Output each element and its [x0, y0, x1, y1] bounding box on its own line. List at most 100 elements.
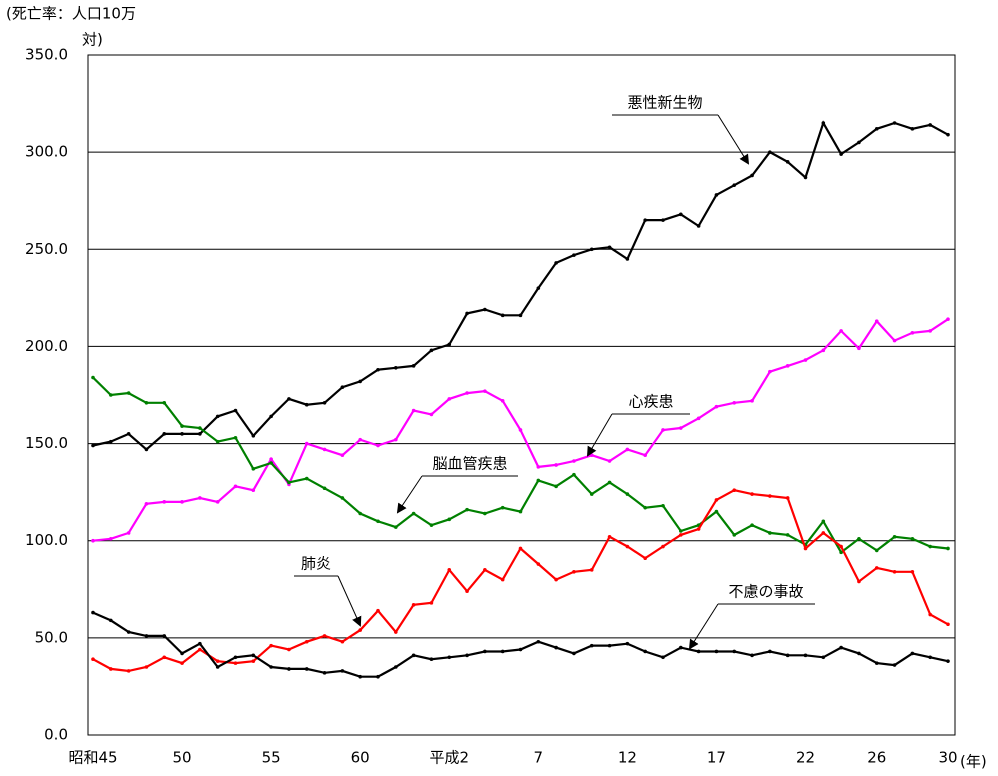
y-tick-label: 350.0 — [25, 46, 68, 64]
x-tick-label: 30 — [938, 749, 957, 767]
data-point — [589, 568, 594, 572]
data-point — [928, 544, 932, 549]
data-point — [394, 437, 398, 442]
y-tick-label: 300.0 — [25, 143, 68, 161]
data-point — [465, 391, 469, 395]
data-point — [536, 562, 541, 566]
data-point — [696, 416, 701, 421]
data-point — [340, 496, 345, 500]
data-point — [679, 645, 683, 650]
data-point — [857, 579, 861, 584]
data-point — [109, 439, 113, 444]
data-point — [287, 647, 291, 652]
data-point — [322, 671, 327, 675]
data-point — [643, 505, 647, 510]
data-point — [518, 647, 523, 652]
data-point — [215, 659, 220, 663]
data-point — [910, 570, 915, 574]
data-point — [144, 634, 149, 638]
data-point — [269, 414, 273, 419]
data-point — [696, 649, 701, 654]
data-point — [394, 525, 398, 529]
data-point — [732, 183, 737, 187]
data-point — [732, 488, 737, 493]
data-point — [251, 659, 256, 663]
x-tick-label: 12 — [618, 749, 637, 767]
data-point — [429, 657, 434, 662]
data-point — [732, 533, 737, 537]
data-point — [696, 527, 701, 531]
data-point — [233, 655, 238, 660]
data-point — [732, 400, 737, 405]
data-point — [910, 536, 915, 541]
data-point — [892, 570, 897, 574]
data-point — [233, 484, 238, 489]
data-point — [679, 529, 683, 533]
annotation-arrow — [688, 603, 719, 650]
data-point — [251, 467, 256, 471]
data-point — [109, 393, 113, 397]
data-point — [215, 500, 220, 504]
data-point — [607, 643, 612, 648]
data-point — [109, 667, 113, 671]
data-point — [572, 253, 576, 257]
data-point — [91, 610, 95, 615]
data-point — [91, 375, 95, 380]
data-point — [304, 667, 309, 671]
data-point — [821, 655, 826, 660]
data-point — [322, 400, 327, 405]
data-point — [465, 507, 469, 512]
data-point — [785, 496, 790, 500]
data-point — [91, 657, 95, 662]
data-point — [839, 152, 843, 156]
x-axis-label: (年) — [960, 753, 987, 771]
data-point — [874, 319, 879, 323]
data-point — [821, 121, 826, 125]
data-point — [162, 655, 167, 660]
data-point — [180, 651, 184, 656]
data-point — [376, 367, 380, 372]
data-point — [661, 655, 665, 660]
data-point — [411, 408, 416, 413]
data-point — [679, 533, 683, 537]
data-point — [233, 408, 238, 413]
data-point — [750, 492, 754, 496]
data-point — [554, 577, 558, 582]
data-point — [304, 441, 309, 446]
data-point — [287, 667, 291, 671]
data-point — [928, 612, 932, 617]
data-point — [198, 641, 202, 646]
x-tick-label: 22 — [796, 749, 815, 767]
data-point — [607, 245, 612, 250]
data-point — [91, 538, 95, 543]
data-point — [269, 457, 273, 461]
data-point — [215, 414, 220, 419]
data-point — [946, 659, 950, 663]
data-point — [536, 286, 541, 290]
data-point — [109, 536, 113, 541]
data-point — [198, 647, 202, 652]
data-point — [500, 313, 505, 318]
data-point — [429, 412, 434, 417]
data-point — [483, 389, 487, 393]
data-point — [892, 663, 897, 667]
data-point — [803, 653, 808, 658]
x-tick-label: 昭和45 — [68, 749, 117, 767]
data-point — [109, 618, 113, 623]
x-tick-label: 50 — [173, 749, 192, 767]
annotation-arrow — [396, 475, 423, 514]
data-point — [803, 358, 808, 362]
y-axis-label: (死亡率：人口10万 — [6, 5, 136, 23]
data-point — [589, 247, 594, 252]
y-tick-label: 250.0 — [25, 240, 68, 258]
data-point — [874, 548, 879, 553]
data-point — [198, 496, 202, 500]
data-point — [839, 645, 843, 650]
data-point — [126, 432, 131, 436]
data-point — [287, 480, 291, 485]
data-point — [376, 443, 380, 448]
data-point — [465, 653, 469, 658]
data-point — [304, 639, 309, 644]
data-point — [607, 459, 612, 463]
data-point — [144, 447, 149, 452]
